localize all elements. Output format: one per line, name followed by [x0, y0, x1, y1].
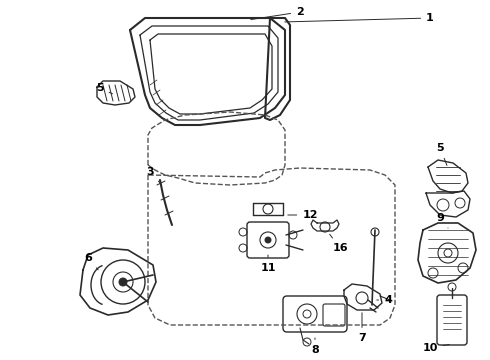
Text: 2: 2	[251, 7, 304, 19]
Text: 1: 1	[285, 13, 434, 23]
Circle shape	[119, 278, 127, 286]
Text: 7: 7	[358, 313, 366, 343]
Text: 12: 12	[288, 210, 318, 220]
Text: 11: 11	[260, 255, 276, 273]
Text: 16: 16	[330, 234, 348, 253]
Text: 3: 3	[146, 167, 160, 183]
Text: 4: 4	[377, 295, 392, 305]
Text: 8: 8	[311, 338, 319, 355]
Text: 9: 9	[436, 213, 448, 228]
Text: 5: 5	[436, 143, 447, 166]
Circle shape	[265, 237, 271, 243]
Text: 6: 6	[84, 253, 98, 270]
Text: 10: 10	[422, 343, 449, 353]
Text: 5: 5	[96, 83, 113, 94]
